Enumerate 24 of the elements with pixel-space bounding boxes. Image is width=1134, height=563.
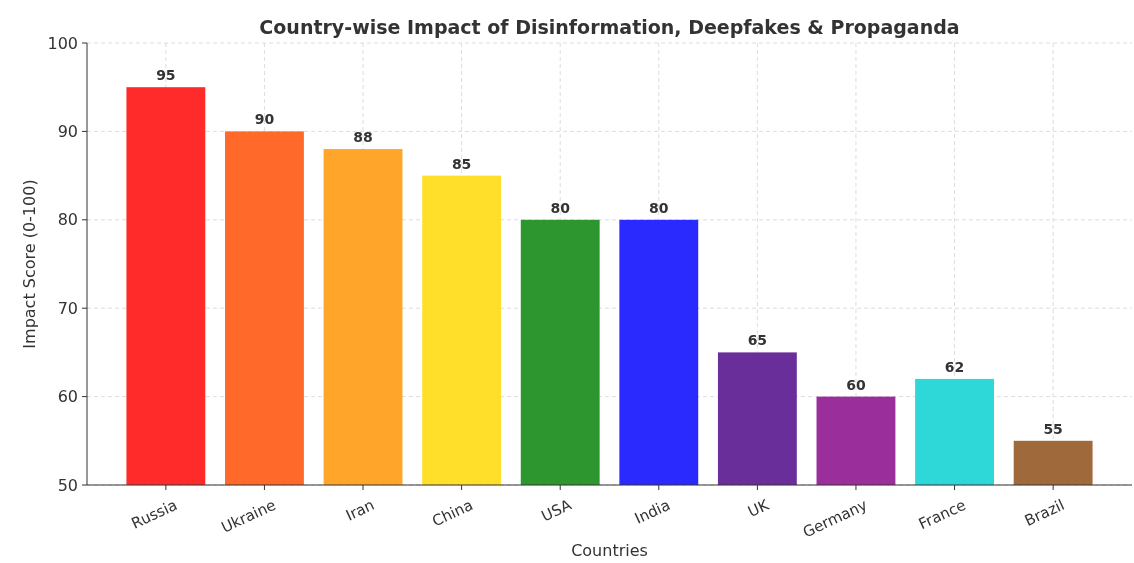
data-label: 65 [747, 332, 768, 349]
x-tick-label: India [631, 495, 673, 528]
y-tick-label: 90 [57, 122, 78, 141]
y-tick-label: 50 [57, 475, 78, 495]
y-tick-label: 100 [47, 33, 78, 53]
data-label: 55 [1043, 420, 1063, 437]
y-axis-title: Impact Score (0-100) [20, 179, 39, 349]
y-tick-label: 60 [57, 387, 78, 407]
x-tick-label: China [429, 495, 476, 531]
x-tick-label: USA [538, 495, 575, 526]
data-label: 80 [550, 199, 571, 216]
y-tick-label: 80 [57, 210, 78, 230]
data-label: 95 [156, 67, 176, 84]
chart-title: Country-wise Impact of Disinformation, Deepfakes & Propaganda [259, 16, 960, 38]
data-label: 90 [254, 111, 275, 128]
data-label: 80 [649, 199, 669, 216]
data-label: 88 [353, 129, 373, 146]
data-label: 85 [451, 155, 472, 172]
y-tick-label: 70 [57, 298, 78, 318]
x-tick-label: UK [745, 495, 773, 521]
data-label: 62 [944, 358, 965, 375]
x-tick-label: Iran [343, 495, 378, 525]
data-label: 60 [846, 376, 866, 393]
x-axis-title: Countries [571, 541, 648, 560]
